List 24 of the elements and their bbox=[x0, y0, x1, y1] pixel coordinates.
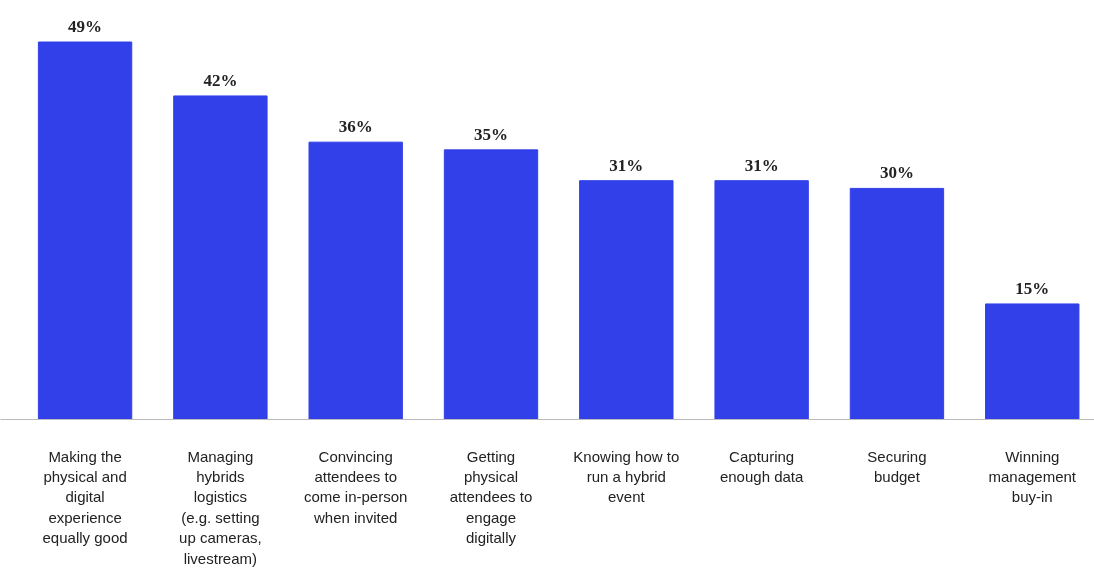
bar bbox=[443, 149, 539, 420]
bar bbox=[985, 303, 1080, 420]
bar bbox=[308, 141, 403, 420]
x-tick-label: Winning management buy-in bbox=[988, 447, 1077, 506]
bar bbox=[579, 180, 674, 420]
data-label: 36% bbox=[338, 117, 373, 137]
bar bbox=[714, 180, 809, 420]
x-tick-label: Managing hybrids logistics (e.g. setting up cameras, livestream) bbox=[179, 447, 262, 567]
x-tick-label: Getting physical attendees to engage digitally bbox=[449, 447, 533, 547]
data-label: 15% bbox=[1015, 278, 1050, 298]
data-label: 42% bbox=[203, 70, 238, 90]
data-label: 31% bbox=[609, 155, 644, 175]
x-tick-label: Knowing how to run a hybrid event bbox=[573, 447, 680, 506]
bar bbox=[37, 41, 133, 420]
x-tick-label: Capturing enough data bbox=[719, 447, 804, 485]
data-label: 35% bbox=[474, 124, 509, 144]
data-label: 49% bbox=[68, 17, 103, 37]
x-tick-label: Convincing attendees to come in-person when invited bbox=[304, 447, 408, 526]
x-tick-label: Making the physical and digital experience equally good bbox=[42, 447, 128, 547]
x-tick-label: Securing budget bbox=[867, 447, 927, 485]
data-label: 31% bbox=[744, 155, 779, 175]
bar bbox=[173, 95, 268, 420]
bar bbox=[849, 187, 945, 420]
data-label: 30% bbox=[879, 163, 914, 183]
